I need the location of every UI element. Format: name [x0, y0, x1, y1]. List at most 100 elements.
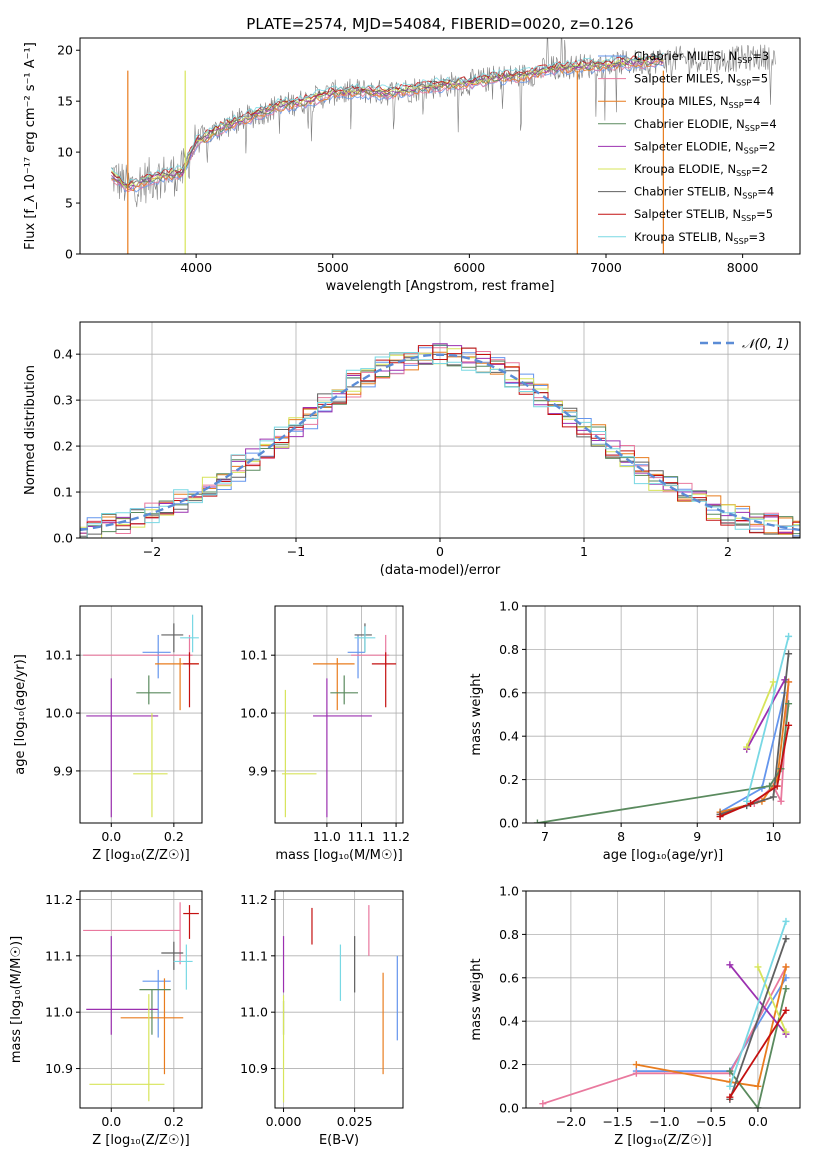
weight-point [743, 743, 751, 751]
tick-label-y: 9.9 [248, 763, 268, 778]
weight-line-kroupa-stelib [745, 636, 790, 802]
tick-label-x: 8 [617, 829, 625, 844]
tick-label-y: 10.0 [45, 706, 73, 721]
axes-frame [274, 605, 404, 824]
plot-area [533, 632, 793, 823]
weight-point [769, 678, 777, 686]
legend-label: Chabrier ELODIE, NSSP=4 [634, 117, 777, 133]
tick-label-y: 10.9 [240, 1061, 268, 1076]
plot-area [282, 905, 398, 1103]
plot-area [281, 623, 397, 818]
weight-line-salpeter-elodie [729, 964, 787, 1035]
weight-point [777, 797, 785, 805]
y-axis-label: mass weight [469, 958, 484, 1040]
age-vs-mass-panel: 11.0 11.1 11.2 9.9 10.0 10.1 mass [log₁₀(M/M☉)… [240, 605, 410, 863]
tick-label-x: −1.5 [602, 1114, 632, 1129]
tick-label-y: 0.0 [53, 531, 73, 546]
tick-label-y: 0.4 [499, 729, 519, 744]
tick-label-x: 0.2 [164, 1114, 184, 1129]
tick-label-x: 11.1 [348, 829, 376, 844]
spectrum-model-salpeter-elodie [111, 57, 664, 190]
tick-label-x: 7000 [590, 260, 622, 275]
tick-label-x: 6000 [453, 260, 485, 275]
axes-frame [79, 890, 203, 1109]
tick-label-y: 0.2 [499, 772, 519, 787]
weight-point [782, 917, 790, 925]
weight-point [782, 963, 790, 971]
tick-label-x: 0.0 [748, 1114, 768, 1129]
tick-label-y: 0.4 [53, 347, 73, 362]
tick-label-x: 7 [541, 829, 549, 844]
spectrum-model-kroupa-stelib [111, 52, 664, 185]
histogram-kroupa-stelib [80, 352, 800, 538]
mass-weight-vs-metallicity-panel: −2.0 −1.5 −1.0 −0.5 0.0 0.0 0.2 0.4 0.6 0.8 1.0 Z [… [469, 884, 801, 1148]
weight-point [785, 632, 793, 640]
spectrum-model-chabrier-stelib [111, 55, 664, 189]
y-axis-label: mass weight [469, 673, 484, 755]
y-axis-label: mass [log₁₀(M/M☉)] [9, 936, 24, 1063]
weight-point [782, 985, 790, 993]
tick-label-x: −2 [143, 544, 161, 559]
x-axis-label: Z [log₁₀(Z/Z☉)] [92, 848, 189, 863]
tick-label-y: 0.0 [499, 816, 519, 831]
legend-label: Chabrier STELIB, NSSP=4 [634, 185, 774, 201]
axes-frame [79, 37, 801, 255]
weight-point [632, 1069, 640, 1077]
normal-curve [80, 353, 800, 532]
tick-label-y: 0.8 [499, 642, 519, 657]
tick-label-x: 0.0 [101, 829, 121, 844]
weight-point [754, 1104, 762, 1108]
weight-point [773, 782, 781, 790]
weight-line-salpeter-elodie [745, 679, 786, 750]
tick-label-x: 11.0 [313, 829, 341, 844]
tick-label-y: 0.6 [499, 970, 519, 985]
legend-label: Kroupa MILES, NSSP=4 [634, 94, 760, 110]
weight-point [754, 1082, 762, 1090]
y-axis-label: Normed distribution [23, 365, 38, 495]
weight-point [754, 963, 762, 971]
histogram-chabrier-elodie [80, 344, 800, 538]
weight-point [726, 1082, 734, 1090]
weight-line-kroupa-miles [636, 966, 787, 1088]
weight-point [785, 650, 793, 658]
weight-point [766, 782, 774, 790]
tick-label-y: 11.2 [240, 892, 268, 907]
legend-label: Kroupa ELODIE, NSSP=2 [634, 162, 768, 178]
axes-frame [79, 605, 203, 824]
tick-label-y: 0.1 [53, 485, 73, 500]
legend: Chabrier MILES, NSSP=3 Salpeter MILES, NS… [598, 49, 777, 246]
legend-label: Salpeter ELODIE, NSSP=2 [634, 139, 776, 155]
tick-label-x: 1 [580, 544, 588, 559]
tick-label-y: 1.0 [499, 599, 519, 614]
weight-point [726, 961, 734, 969]
residual-histogram-panel: −2 −1 0 1 2 0.0 0.1 0.2 0.3 0.4 (data-model)/error… [23, 321, 801, 578]
tick-label-y: 11.0 [240, 1005, 268, 1020]
tick-label-y: 10.9 [45, 1061, 73, 1076]
x-axis-label: wavelength [Angstrom, rest frame] [326, 279, 555, 294]
weight-line-salpeter-stelib [719, 725, 790, 818]
x-axis-label: E(B-V) [319, 1133, 359, 1148]
tick-label-x: 0.000 [266, 1114, 302, 1129]
weight-point [782, 1028, 790, 1036]
weight-line-kroupa-elodie [745, 681, 775, 748]
mass-vs-metallicity-panel: 0.0 0.2 10.9 11.0 11.1 11.2 Z [log₁₀(Z/Z☉)] mas… [9, 890, 203, 1148]
spectrum-model-kroupa-elodie [111, 56, 664, 188]
weight-line-kroupa-elodie [757, 966, 787, 1033]
tick-label-y: 0.4 [499, 1014, 519, 1029]
tick-label-x: 0.2 [164, 829, 184, 844]
legend-label: 𝒩(0, 1) [742, 337, 789, 352]
weight-point [785, 721, 793, 729]
tick-label-x: −0.5 [696, 1114, 726, 1129]
weight-point [782, 935, 790, 943]
tick-label-x: 0.025 [337, 1114, 373, 1129]
weight-point [743, 797, 751, 805]
axes-frame [525, 890, 801, 1109]
axes-frame [274, 890, 404, 1109]
tick-label-x: 9 [693, 829, 701, 844]
weight-point [747, 799, 755, 807]
y-axis-label: age [log₁₀(age/yr)] [13, 654, 28, 775]
tick-label-y: 0 [65, 247, 73, 262]
tick-label-y: 11.1 [45, 948, 73, 963]
tick-label-y: 10.1 [45, 648, 73, 663]
tick-label-x: 4000 [180, 260, 212, 275]
